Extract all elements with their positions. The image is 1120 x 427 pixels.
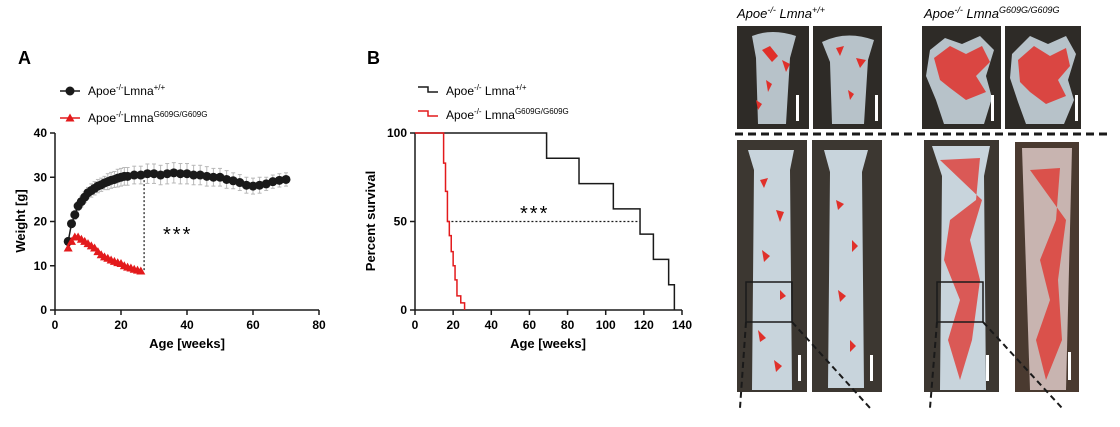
chart-a-y-tick-label: 30 <box>34 170 48 184</box>
chart-a-ylabel: Weight [g] <box>13 189 28 252</box>
legend-b-wt-line <box>418 86 438 93</box>
chart-b-plot: 0 20 40 60 80 100 120 140 0 50 100 <box>387 126 692 332</box>
chart-a-wt-point <box>274 175 284 185</box>
panel-b: B Apoe-/- Lmna+/+ Apoe-/- LmnaG609G/G609… <box>363 48 692 351</box>
panel-a-letter: A <box>18 48 31 68</box>
legend-a-mut-label: Apoe-/-LmnaG609G/G609G <box>88 110 207 125</box>
aorta-photo-4 <box>1015 142 1079 392</box>
legend-b-wt-label: Apoe-/- Lmna+/+ <box>446 83 527 98</box>
chart-a-wt-point <box>169 168 179 178</box>
chart-a-wt-point <box>208 172 218 182</box>
photo-header-wt: Apoe-/- Lmna+/+ <box>736 5 825 21</box>
chart-a-plot: 0 20 40 60 80 0 10 20 30 40 <box>34 126 326 332</box>
zoom-line-3 <box>929 321 938 409</box>
chart-a-xlabel: Age [weeks] <box>149 336 225 351</box>
chart-a-y-tick-label: 20 <box>34 215 48 229</box>
chart-a-wt-point <box>202 171 212 181</box>
chart-b-y-tick-label: 50 <box>394 215 408 229</box>
chart-b-significance: *** <box>520 203 549 225</box>
chart-b-x-tick-label: 140 <box>672 318 692 332</box>
aorta-photo-2 <box>812 140 882 392</box>
aortic-arch-photo-3 <box>922 26 1001 129</box>
legend-a-mut-marker <box>65 113 75 122</box>
panel-b-legend: Apoe-/- Lmna+/+ Apoe-/- LmnaG609G/G609G <box>418 83 569 122</box>
panel-b-letter: B <box>367 48 380 68</box>
chart-b-x-tick-label: 60 <box>523 318 537 332</box>
chart-a-wt-point <box>189 170 199 180</box>
chart-b-x-tick-label: 80 <box>561 318 575 332</box>
photo-header-mutant: Apoe-/- LmnaG609G/G609G <box>923 5 1060 21</box>
chart-a-y-tick-label: 10 <box>34 259 48 273</box>
panel-a: A Apoe-/-Lmna+/+ Apoe-/-LmnaG609G/G609G … <box>13 48 326 351</box>
legend-a-wt-marker <box>65 86 75 96</box>
chart-a-wt-point <box>281 174 291 184</box>
chart-b-x-tick-label: 100 <box>596 318 616 332</box>
legend-b-mut-line <box>418 110 438 117</box>
chart-b-x-tick-label: 40 <box>485 318 499 332</box>
chart-a-wt-point <box>129 170 139 180</box>
chart-b-y-tick-label: 0 <box>400 303 407 317</box>
chart-a-x-tick-label: 0 <box>52 318 59 332</box>
aorta-photo-1 <box>737 140 807 392</box>
chart-a-mut-point <box>136 266 146 275</box>
chart-a-wt-point <box>70 210 80 220</box>
chart-a-mut-point <box>67 236 76 245</box>
chart-b-y-tick-label: 100 <box>387 126 407 140</box>
chart-a-wt-point <box>162 169 172 179</box>
chart-b-mut-survival-line <box>415 132 466 310</box>
aortic-arch-photo-2 <box>813 26 882 129</box>
chart-a-wt-point <box>241 180 251 190</box>
chart-b-ylabel: Percent survival <box>363 171 378 271</box>
chart-a-wt-point <box>248 181 258 191</box>
chart-a-significance: *** <box>163 224 192 246</box>
chart-b-xlabel: Age [weeks] <box>510 336 586 351</box>
chart-a-wt-point <box>175 169 185 179</box>
chart-a-wt-point <box>67 219 76 229</box>
chart-b-x-tick-label: 120 <box>634 318 654 332</box>
chart-b-wt-survival-line <box>415 132 676 310</box>
chart-b-x-tick-label: 20 <box>446 318 460 332</box>
chart-b-x-tick-label: 0 <box>412 318 419 332</box>
photo-panel: Apoe-/- Lmna+/+ Apoe-/- LmnaG609G/G609G <box>735 5 1110 409</box>
chart-a-x-tick-label: 40 <box>180 318 194 332</box>
zoom-line-1 <box>739 321 747 409</box>
chart-a-wt-point <box>142 169 152 179</box>
aortic-arch-photo-1 <box>737 26 809 129</box>
legend-b-mut-label: Apoe-/- LmnaG609G/G609G <box>446 107 569 122</box>
chart-a-x-tick-label: 60 <box>246 318 260 332</box>
chart-a-mut-point <box>63 243 73 252</box>
panel-a-legend: Apoe-/-Lmna+/+ Apoe-/-LmnaG609G/G609G <box>60 83 207 125</box>
chart-a-x-tick-label: 80 <box>312 318 326 332</box>
aortic-arch-photo-4 <box>1005 26 1081 129</box>
chart-a-y-tick-label: 40 <box>34 126 48 140</box>
chart-a-x-tick-label: 20 <box>114 318 128 332</box>
legend-a-wt-label: Apoe-/-Lmna+/+ <box>88 83 166 98</box>
aorta-photo-3 <box>924 140 999 392</box>
chart-a-y-tick-label: 0 <box>40 303 47 317</box>
